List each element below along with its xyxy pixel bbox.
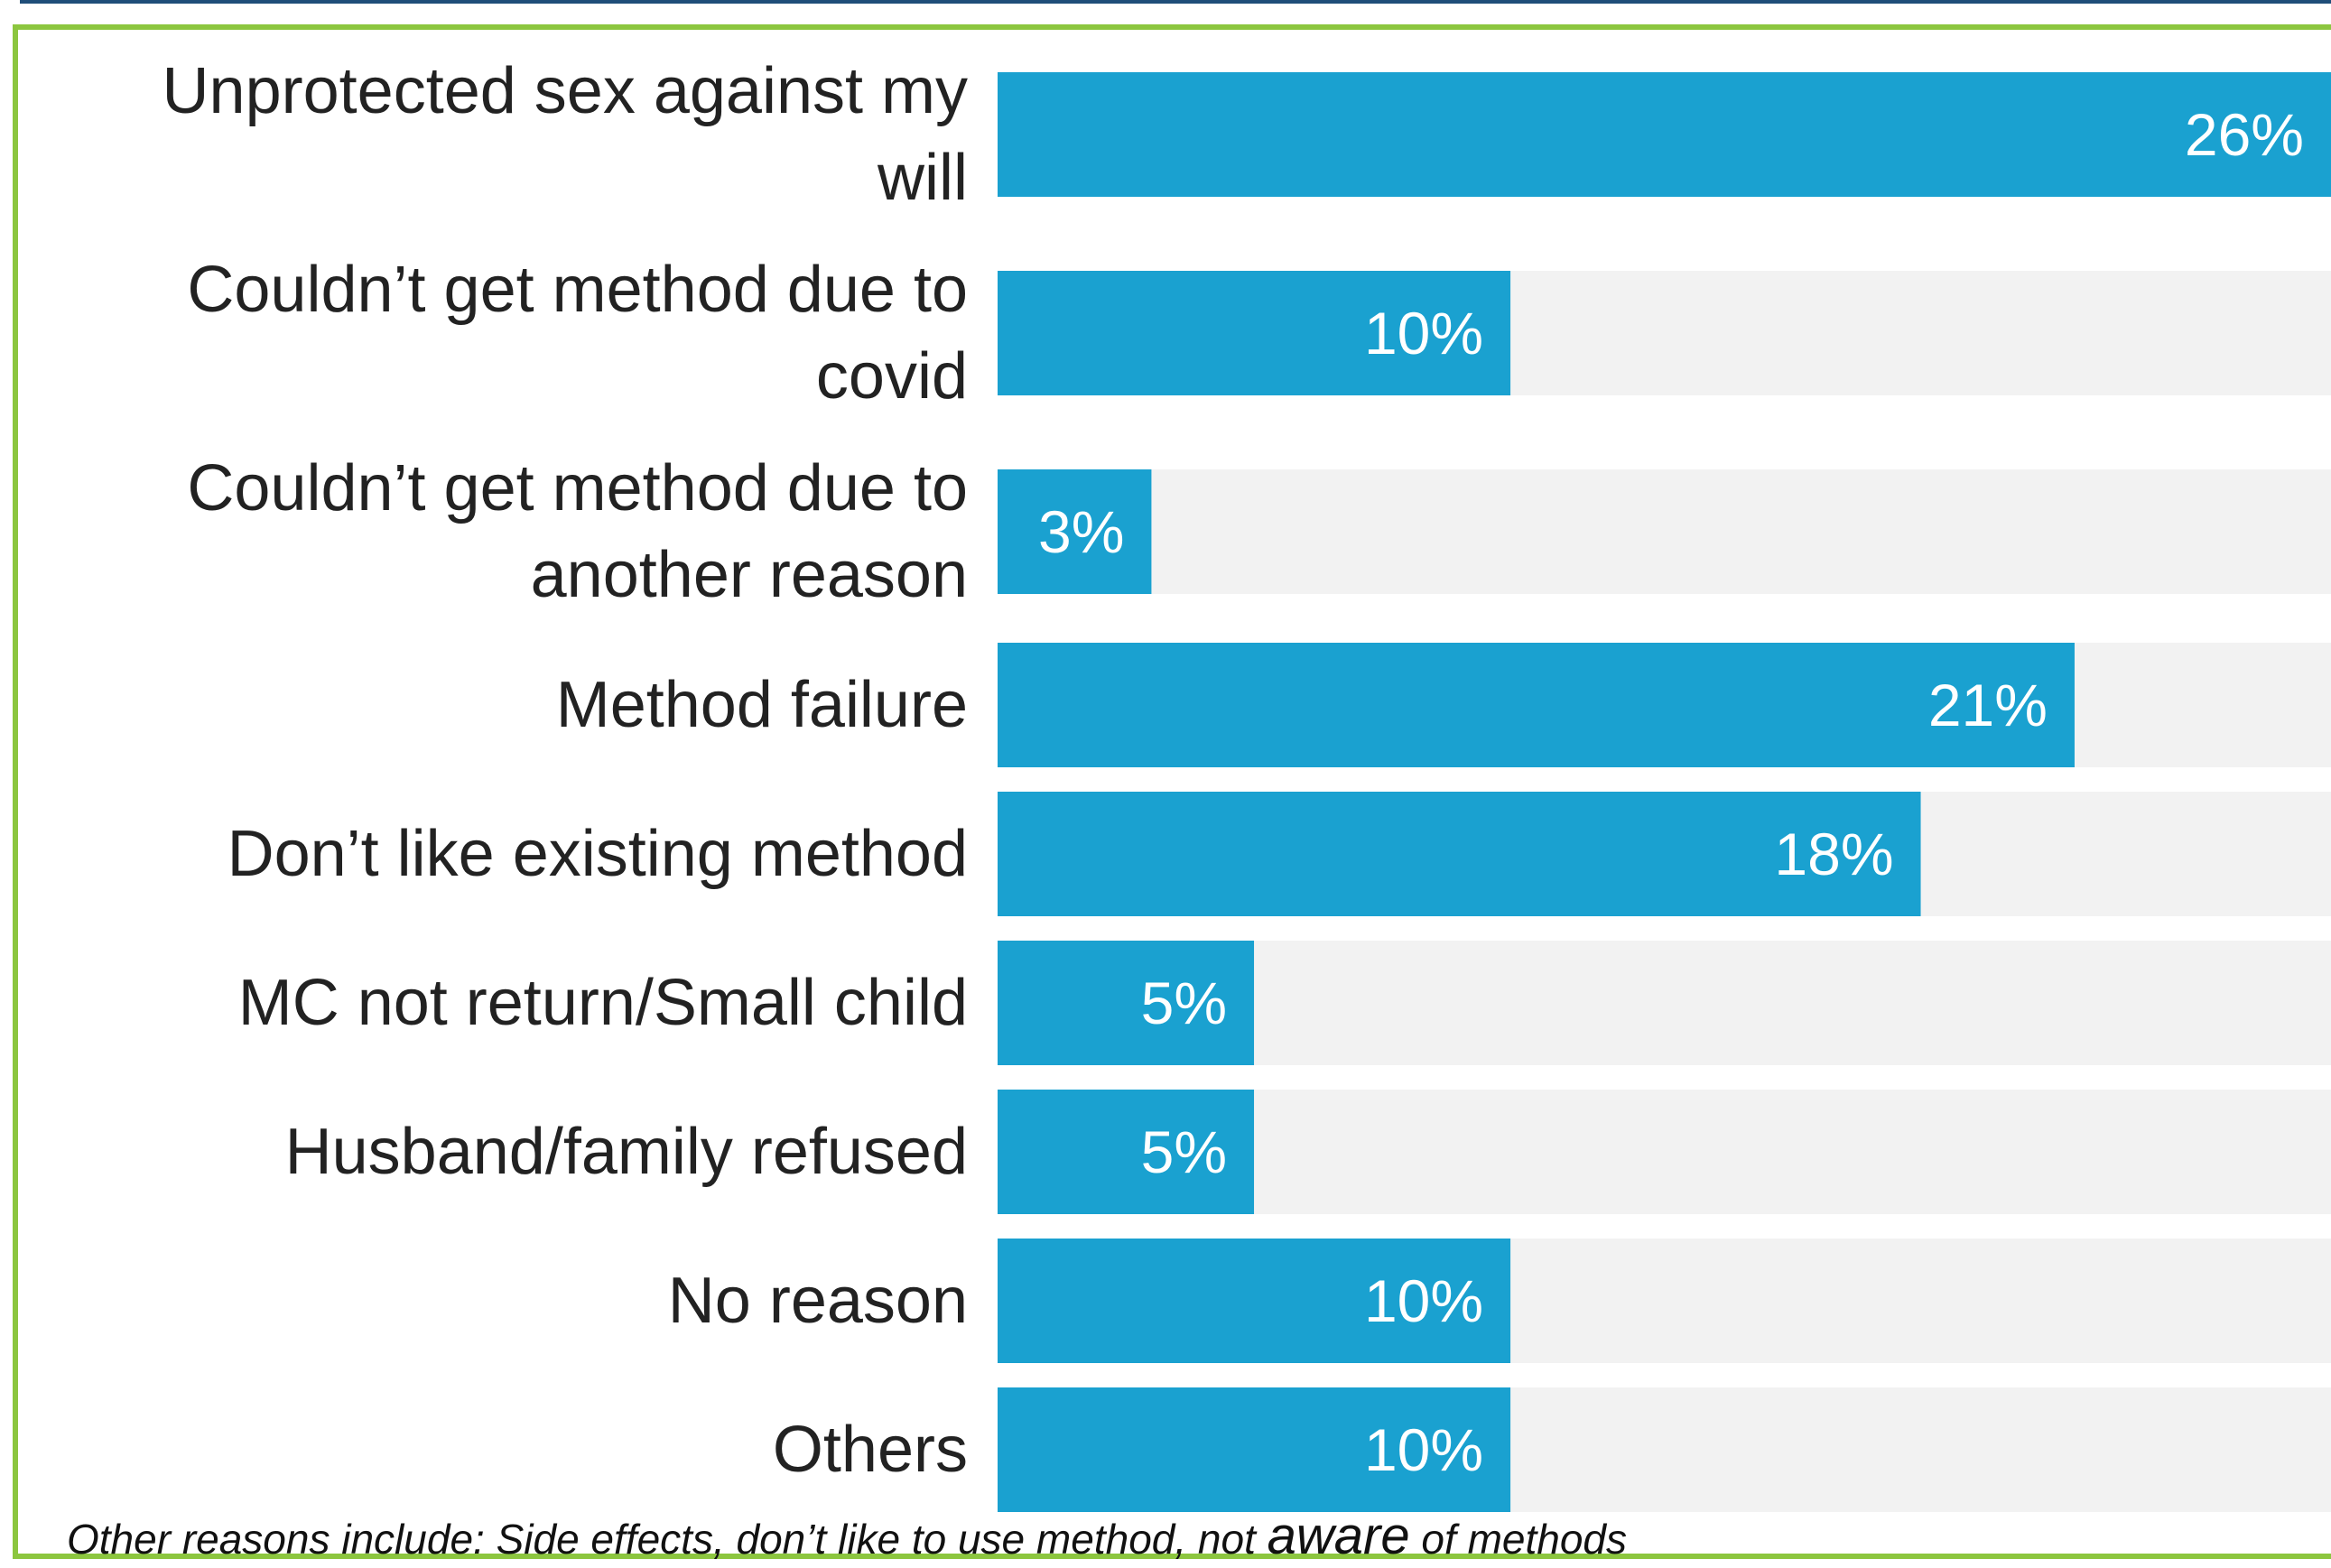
value-label-2: 3%: [1038, 498, 1124, 565]
chart-frame: [13, 24, 2331, 1559]
bar-6: [998, 1090, 1255, 1214]
footnote-suffix: of methods: [1409, 1516, 1627, 1563]
value-label-0: 26%: [2185, 101, 2304, 168]
bar-1: [998, 271, 1511, 395]
category-label-4: Don’t like existing method: [228, 818, 968, 890]
bar-7: [998, 1239, 1511, 1363]
category-label-3: Method failure: [556, 669, 968, 741]
value-label-1: 10%: [1364, 300, 1483, 366]
category-label-line-7-0: No reason: [668, 1265, 968, 1337]
category-label-line-2-1: another reason: [531, 539, 968, 611]
value-label-5: 5%: [1141, 970, 1227, 1036]
bar-0: [998, 72, 2331, 197]
category-label-7: No reason: [668, 1265, 968, 1337]
bar-8: [998, 1387, 1511, 1512]
category-label-line-3-0: Method failure: [556, 669, 968, 741]
top-rule: [20, 0, 2331, 4]
category-label-5: MC not return/Small child: [238, 967, 968, 1039]
category-label-line-2-0: Couldn’t get method due to: [187, 452, 968, 524]
bar-3: [998, 643, 2075, 767]
category-label-line-8-0: Others: [773, 1414, 968, 1486]
value-label-8: 10%: [1364, 1416, 1483, 1483]
category-label-line-1-1: covid: [816, 340, 968, 413]
category-label-0: Unprotected sex against my will: [163, 55, 968, 214]
category-label-6: Husband/family refused: [285, 1116, 968, 1188]
value-label-3: 21%: [1928, 672, 2048, 738]
category-label-1: Couldn’t get method due to covid: [187, 254, 968, 413]
category-label-line-1-0: Couldn’t get method due to: [187, 254, 968, 326]
category-label-line-0-0: Unprotected sex against my: [163, 55, 968, 127]
value-label-4: 18%: [1774, 821, 1893, 887]
category-label-line-0-1: will: [877, 142, 968, 214]
footnote-emphasis: aware: [1267, 1507, 1410, 1565]
bar-4: [998, 792, 1921, 916]
category-label-8: Others: [773, 1414, 968, 1486]
footnote-prefix: Other reasons include: Side effects, don…: [67, 1516, 1268, 1563]
bar-2: [998, 469, 1152, 594]
category-label-line-6-0: Husband/family refused: [285, 1116, 968, 1188]
footnote: Other reasons include: Side effects, don…: [67, 1506, 1627, 1566]
value-label-7: 10%: [1364, 1267, 1483, 1334]
category-label-2: Couldn’t get method due to another reason: [187, 452, 968, 611]
value-label-6: 5%: [1141, 1118, 1227, 1185]
category-label-line-4-0: Don’t like existing method: [228, 818, 968, 890]
bar-5: [998, 941, 1255, 1065]
category-label-line-5-0: MC not return/Small child: [238, 967, 968, 1039]
bar-track-2: [998, 469, 2331, 594]
